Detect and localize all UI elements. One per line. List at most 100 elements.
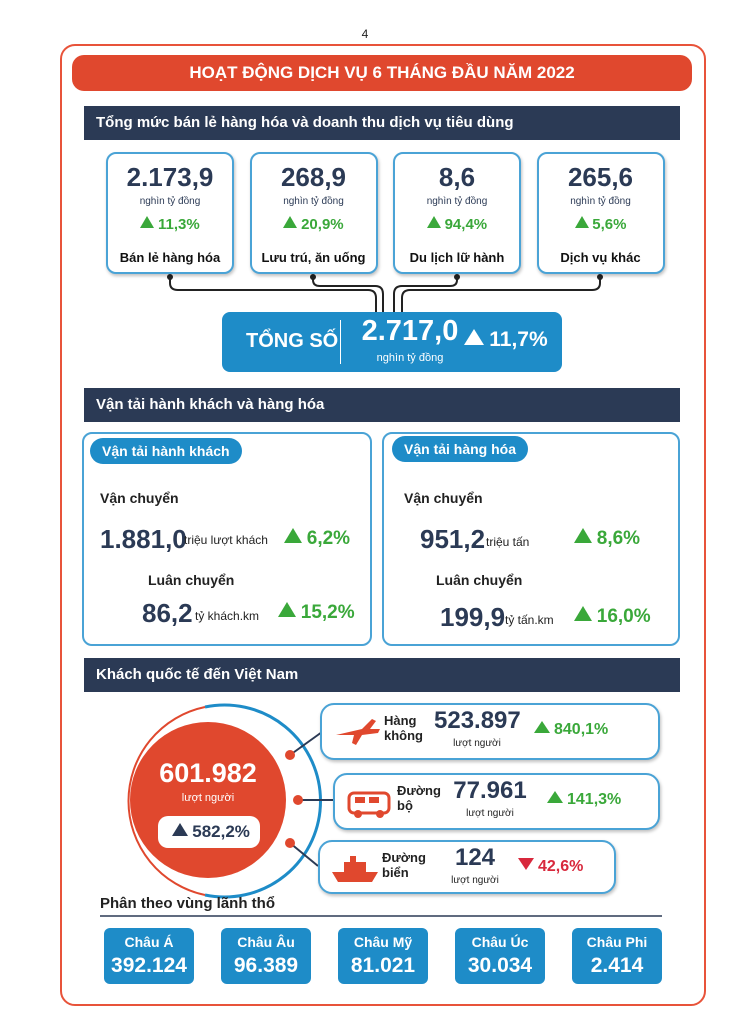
up-arrow bbox=[284, 528, 302, 544]
growth-value: 8,6% bbox=[596, 528, 641, 549]
growth-value: 11,3% bbox=[158, 216, 200, 233]
label: Lưu trú, ăn uống bbox=[261, 250, 366, 265]
metric-label: Luân chuyển bbox=[148, 572, 235, 588]
total-unit: nghìn tỷ đồng bbox=[376, 352, 444, 364]
growth-value: 141,3% bbox=[567, 791, 622, 808]
metric-unit: triệu tấn bbox=[486, 535, 530, 549]
mode-unit: lượt người bbox=[453, 738, 501, 749]
metric-unit: tỷ khách.km bbox=[195, 609, 260, 623]
section-heading: Tổng mức bán lẻ hàng hóa và doanh thu dị… bbox=[84, 106, 680, 140]
growth: 582,2% bbox=[172, 822, 250, 842]
growth: 6,2% bbox=[284, 528, 350, 550]
up-arrow bbox=[574, 606, 592, 622]
mode-icon bbox=[332, 856, 378, 882]
growth-value: 5,6% bbox=[592, 216, 627, 233]
up-arrow bbox=[464, 328, 484, 345]
label: Bán lẻ hàng hóa bbox=[119, 250, 221, 265]
region-name: Châu Mỹ bbox=[353, 934, 413, 950]
tab: Vận tải hàng hóa bbox=[392, 436, 529, 462]
growth-value: 94,4% bbox=[444, 216, 488, 233]
region-value: 392.124 bbox=[111, 954, 187, 977]
mode-label: Đường biển bbox=[382, 850, 426, 880]
growth: 15,2% bbox=[278, 602, 355, 624]
growth-value: 6,2% bbox=[306, 528, 351, 549]
hub-pill: 582,2% bbox=[158, 816, 260, 848]
growth: 16,0% bbox=[574, 606, 651, 628]
growth-value: 582,2% bbox=[192, 822, 250, 841]
retail-card: 265,6 nghìn tỷ đồng 5,6% Dịch vụ khác bbox=[536, 152, 665, 274]
growth: 42,6% bbox=[518, 858, 583, 876]
metric-unit: triệu lượt khách bbox=[184, 533, 268, 547]
mode-label: Hàng không bbox=[384, 713, 423, 743]
up-arrow bbox=[534, 721, 550, 734]
connectors bbox=[169, 276, 601, 312]
region-name: Châu Úc bbox=[471, 934, 529, 950]
up-arrow bbox=[172, 823, 188, 837]
mode-icon bbox=[347, 791, 391, 818]
growth-value: 16,0% bbox=[596, 606, 651, 627]
growth: 20,9% bbox=[252, 216, 376, 233]
mode-box: Hàng không 523.897 lượt người 840,1% bbox=[320, 703, 660, 760]
metric-value: 86,2 bbox=[142, 598, 193, 628]
up-arrow bbox=[426, 216, 441, 229]
growth: 11,3% bbox=[108, 216, 232, 233]
region-value: 2.414 bbox=[590, 954, 644, 977]
value: 268,9 bbox=[280, 162, 347, 192]
growth-value: 840,1% bbox=[554, 721, 609, 738]
region-value: 81.021 bbox=[350, 954, 416, 977]
title-banner bbox=[72, 55, 692, 91]
panel bbox=[82, 432, 372, 646]
mode-unit: lượt người bbox=[466, 808, 514, 819]
metric-label: Vận chuyển bbox=[100, 490, 179, 506]
value: 265,6 bbox=[567, 162, 634, 192]
tab: Vận tải hành khách bbox=[90, 438, 242, 464]
section-heading: Vận tải hành khách và hàng hóa bbox=[84, 388, 680, 422]
metric-value: 199,9 bbox=[440, 602, 506, 632]
mode-value: 523.897 bbox=[434, 707, 521, 734]
up-arrow bbox=[547, 791, 563, 804]
total-value: 2.717,0 bbox=[361, 315, 459, 347]
up-arrow bbox=[278, 602, 296, 618]
retail-card: 2.173,9 nghìn tỷ đồng 11,3% Bán lẻ hàng hóa bbox=[106, 152, 234, 274]
metric-value: 951,2 bbox=[420, 524, 486, 554]
regions-heading: Phân theo vùng lãnh thổ bbox=[100, 895, 275, 912]
region-name: Châu Âu bbox=[237, 934, 295, 950]
growth: 840,1% bbox=[534, 721, 608, 739]
down-arrow bbox=[518, 858, 534, 871]
region-name: Châu Á bbox=[124, 934, 174, 950]
growth-value: 20,9% bbox=[301, 216, 344, 233]
hub-value: 601.982 bbox=[159, 758, 257, 788]
unit: nghìn tỷ đồng bbox=[426, 196, 488, 207]
mode-icon bbox=[336, 719, 380, 745]
unit: nghìn tỷ đồng bbox=[139, 196, 201, 207]
mode-label: Đường bộ bbox=[397, 783, 441, 813]
region-box: Châu Âu 96.389 bbox=[221, 928, 311, 984]
growth: 11,7% bbox=[464, 328, 548, 352]
retail-card: 268,9 nghìn tỷ đồng 20,9% Lưu trú, ăn uống bbox=[249, 152, 378, 274]
metric-unit: tỷ tấn.km bbox=[505, 613, 554, 627]
mode-value: 77.961 bbox=[453, 777, 527, 804]
growth: 94,4% bbox=[395, 216, 519, 233]
mode-unit: lượt người bbox=[451, 875, 499, 886]
up-arrow bbox=[574, 528, 592, 544]
growth-value: 15,2% bbox=[300, 602, 355, 623]
up-arrow bbox=[140, 216, 155, 229]
value: 2.173,9 bbox=[126, 162, 214, 192]
mode-box: Đường biển 124 lượt người 42,6% bbox=[318, 840, 616, 894]
up-arrow bbox=[574, 216, 589, 229]
mode-box: Đường bộ 77.961 lượt người 141,3% bbox=[333, 773, 660, 830]
total-label: TỔNG SỐ bbox=[246, 330, 339, 352]
region-box: Châu Úc 30.034 bbox=[455, 928, 545, 984]
metric-label: Vận chuyển bbox=[404, 490, 483, 506]
hub-unit: lượt người bbox=[181, 792, 235, 804]
page-frame bbox=[60, 44, 706, 1006]
up-arrow bbox=[283, 216, 298, 229]
unit: nghìn tỷ đồng bbox=[283, 196, 344, 207]
section-heading: Khách quốc tế đến Việt Nam bbox=[84, 658, 680, 692]
mode-value: 124 bbox=[454, 844, 496, 871]
growth-value: 42,6% bbox=[538, 858, 584, 875]
page-number: 4 bbox=[361, 27, 369, 41]
title: HOẠT ĐỘNG DỊCH VỤ 6 THÁNG ĐẦU NĂM 2022 bbox=[189, 63, 575, 82]
